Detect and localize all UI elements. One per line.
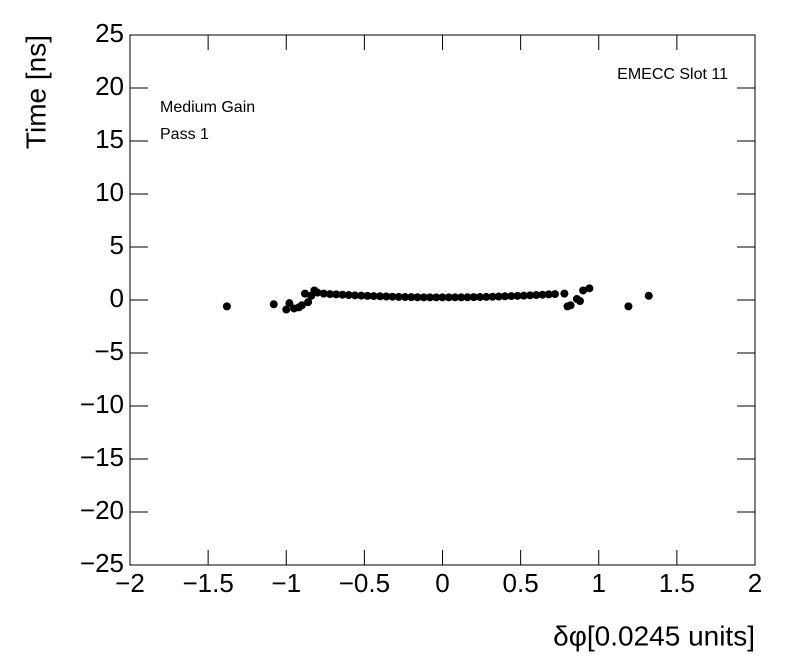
point [269,300,278,309]
point [388,292,397,301]
point [326,290,334,299]
point [438,293,447,302]
point [551,290,559,299]
point [444,293,453,302]
point [624,302,633,311]
y-tick-label: 15 [95,124,124,154]
point [476,293,484,302]
x-tick-label: 0 [435,568,449,598]
y-axis-title: Time [ns] [20,35,51,149]
point [338,290,347,299]
point [538,290,547,299]
point [382,292,391,301]
point [376,292,384,301]
y-tick-label: 10 [95,177,124,207]
point [532,291,541,300]
x-tick-label: 2 [748,568,762,598]
x-tick-label: 1 [592,568,606,598]
x-tick-label: 0.5 [503,568,539,598]
y-tick-label: −25 [80,548,124,578]
point [357,291,366,300]
x-tick-label: 1.5 [659,568,695,598]
point [432,293,441,302]
point [413,293,422,302]
y-tick-label: −5 [94,336,124,366]
point [488,292,497,301]
point [222,302,231,311]
point [344,291,353,300]
point [351,291,359,300]
point [526,291,534,300]
point [332,290,341,299]
y-tick-label: −15 [80,442,124,472]
y-tick-label: 5 [110,230,124,260]
x-tick-label: −2 [115,568,145,598]
point [419,293,428,302]
point [319,289,328,298]
point [544,290,553,299]
point [457,293,466,302]
x-tick-label: −0.5 [339,568,390,598]
annotation: Medium Gain [160,99,255,116]
point [394,292,403,301]
point [501,292,509,301]
point [369,292,378,301]
point [463,293,472,302]
point [560,289,569,298]
point [407,293,416,302]
y-tick-label: −10 [80,389,124,419]
point [519,291,528,300]
y-tick-label: 0 [110,283,124,313]
point [297,301,306,310]
point [494,292,503,301]
point [469,293,478,302]
point [401,293,409,302]
point [285,299,294,308]
x-tick-label: −1.5 [182,568,233,598]
point [507,292,516,301]
point [426,293,434,302]
annotation: EMECC Slot 11 [617,66,728,83]
point [513,291,522,300]
point [579,286,588,295]
point [585,284,594,293]
annotation: Pass 1 [160,126,209,143]
y-tick-label: 25 [95,18,124,48]
y-tick-label: 20 [95,71,124,101]
point [282,305,291,314]
point [451,293,459,302]
point [301,289,309,298]
point [576,297,584,306]
point [566,301,575,310]
y-tick-label: −20 [80,495,124,525]
point [363,291,372,300]
point [304,298,313,307]
point [644,291,653,300]
point [482,292,491,301]
x-tick-label: −1 [271,568,301,598]
x-axis-title: δφ[0.0245 units] [553,620,755,651]
point [313,288,322,297]
